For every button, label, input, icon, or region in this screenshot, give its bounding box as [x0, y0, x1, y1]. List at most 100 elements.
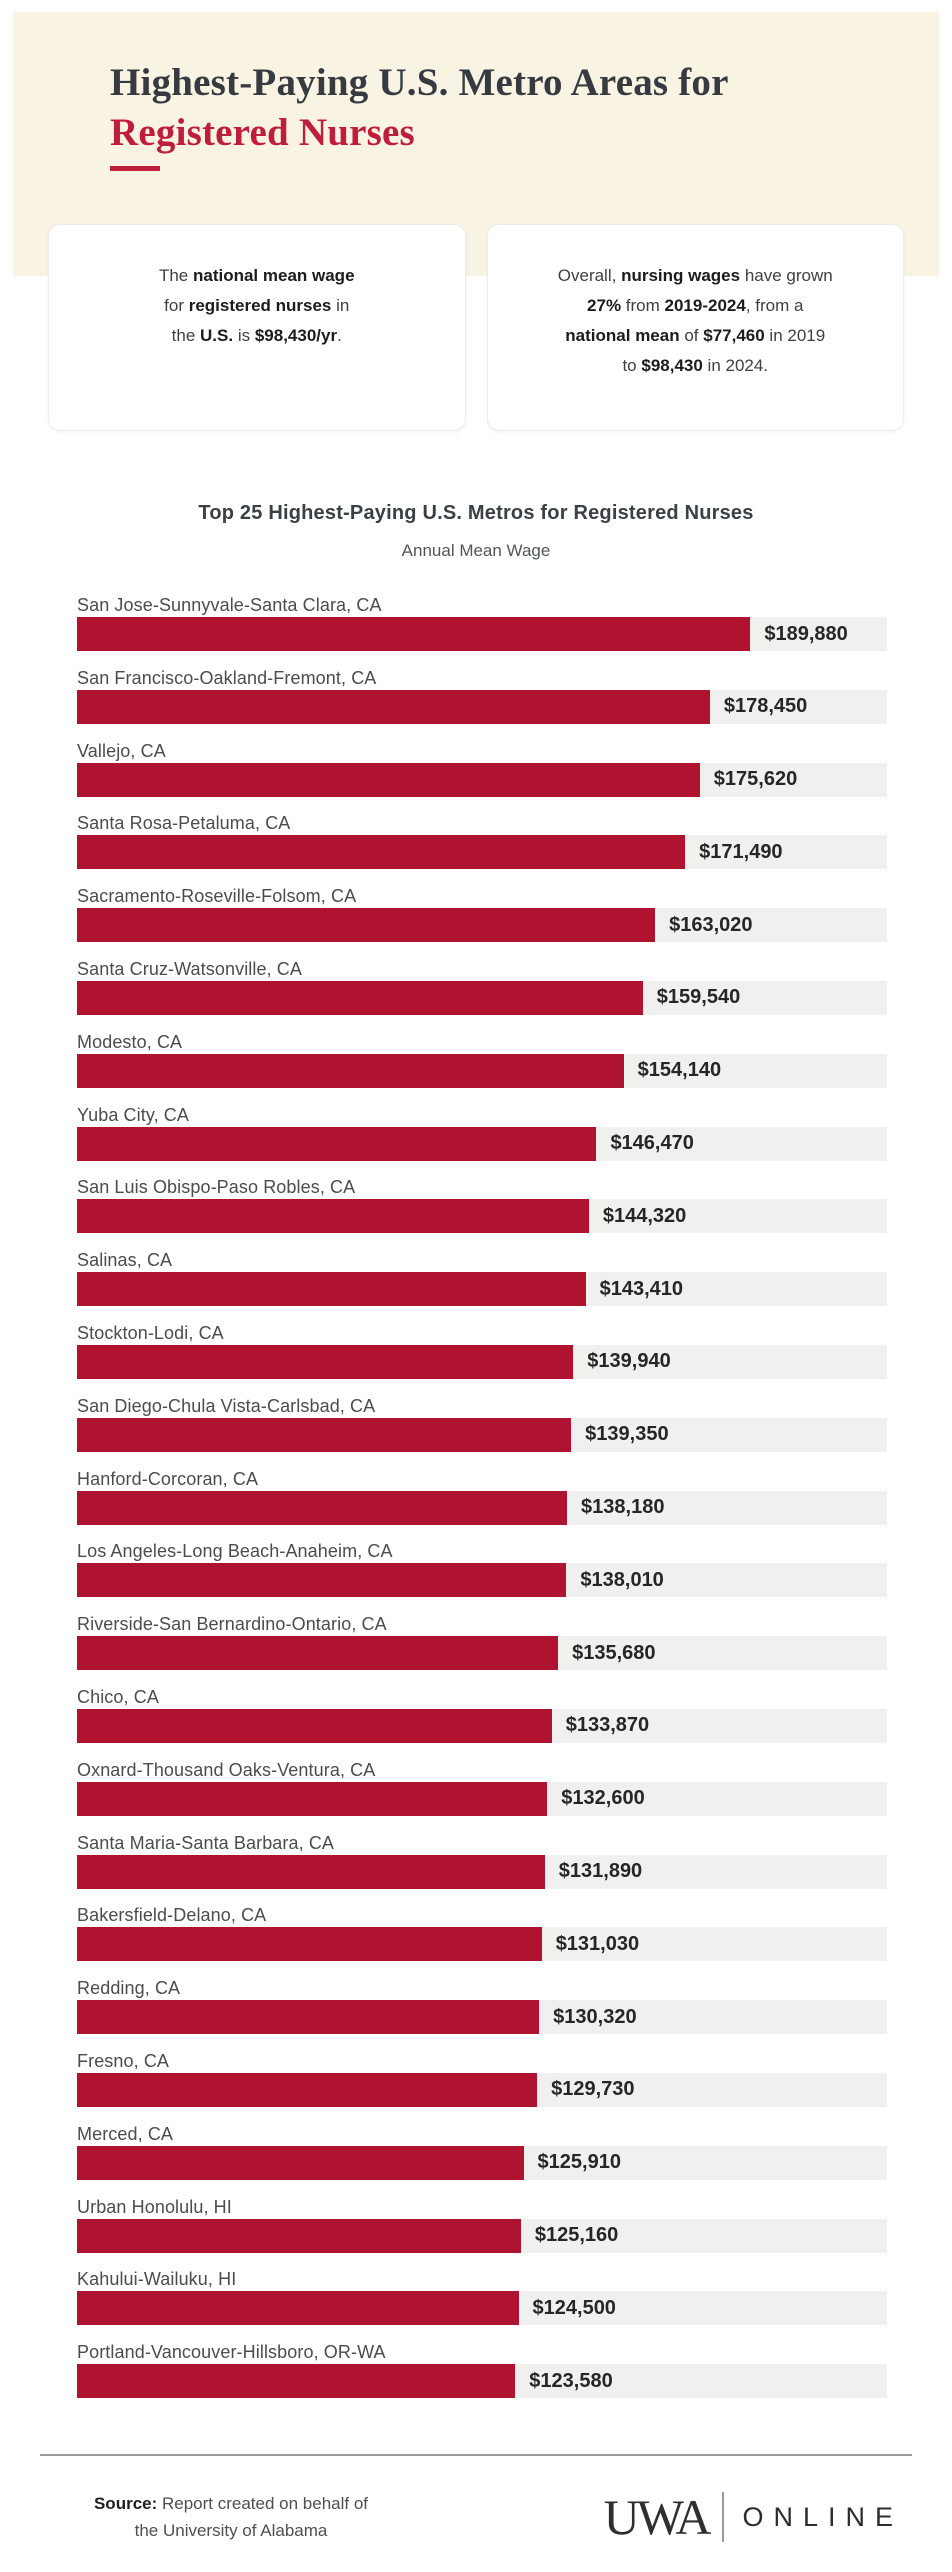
- bar-fill: [77, 1417, 572, 1452]
- bar-value: $144,320: [602, 1204, 687, 1227]
- metro-label: Chico, CA: [77, 1686, 159, 1707]
- stat-emphasis: $77,460: [703, 326, 765, 345]
- bar-track: $135,680: [77, 1636, 887, 1671]
- bar-track: $171,490: [77, 835, 887, 870]
- bar-value: $159,540: [656, 986, 741, 1009]
- stat-text: from: [621, 296, 665, 315]
- chart-row: Vallejo, CA $175,620: [77, 741, 887, 797]
- metro-label: San Jose-Sunnyvale-Santa Clara, CA: [77, 595, 382, 615]
- chart-row: Modesto, CA $154,140: [77, 1032, 887, 1088]
- metro-label: Fresno, CA: [77, 2050, 170, 2071]
- chart-row: Yuba City, CA $146,470: [77, 1105, 887, 1161]
- bar-value: $125,910: [537, 2151, 621, 2174]
- chart-row: Hanford-Corcoran, CA $138,180: [77, 1469, 887, 1525]
- bar-value: $175,620: [713, 768, 798, 791]
- bar-track: $129,730: [77, 2072, 887, 2107]
- stat-text: in 2024.: [702, 356, 769, 375]
- chart-row: Redding, CA $130,320: [77, 1978, 887, 2035]
- bar-fill: [77, 1053, 624, 1088]
- logo-online-text: ONLINE: [742, 2501, 903, 2532]
- bar-track: $124,500: [77, 2291, 887, 2326]
- chart-row: Portland-Vancouver-Hillsboro, OR-WA $123,…: [77, 2342, 887, 2399]
- bar-fill: [77, 1708, 552, 1743]
- metro-label: Sacramento-Roseville-Folsom, CA: [77, 886, 357, 907]
- footer-divider: [40, 2454, 912, 2457]
- bar-value: $138,010: [580, 1568, 664, 1591]
- bar-track: $154,140: [77, 1053, 887, 1088]
- stat-text: Overall,: [557, 266, 622, 285]
- bar-value: $129,730: [551, 2078, 635, 2101]
- bar-value: $139,940: [587, 1350, 671, 1373]
- stat-card-line: Overall, nursing wages have grown: [504, 261, 888, 291]
- bar-track: $123,580: [77, 2364, 887, 2399]
- chart-row: Oxnard-Thousand Oaks-Ventura, CA $132,600: [77, 1760, 887, 1816]
- chart-row: San Francisco-Oakland-Fremont, CA $178,45…: [77, 668, 887, 724]
- stat-emphasis: U.S.: [200, 326, 234, 345]
- stat-text: The: [158, 266, 193, 285]
- chart-row: Los Angeles-Long Beach-Anaheim, CA $138,0…: [77, 1541, 887, 1598]
- stat-text: for: [164, 296, 189, 315]
- bar-fill: [77, 1563, 567, 1598]
- bar-fill: [77, 1272, 586, 1307]
- bar-fill: [77, 835, 686, 870]
- bar-track: $132,600: [77, 1781, 887, 1816]
- chart-row: San Jose-Sunnyvale-Santa Clara, CA $189,8…: [77, 595, 887, 651]
- bar-fill: [77, 2072, 538, 2107]
- stat-text: is: [233, 326, 255, 345]
- chart-row: San Diego-Chula Vista-Carlsbad, CA $139,3…: [77, 1396, 887, 1452]
- bar-value: $123,580: [529, 2369, 613, 2392]
- bar-value: $133,870: [565, 1714, 650, 1737]
- bar-fill: [77, 1854, 545, 1889]
- bar-fill: [77, 980, 643, 1015]
- metro-label: Salinas, CA: [77, 1250, 173, 1271]
- chart-row: Chico, CA $133,870: [77, 1687, 887, 1743]
- bar-track: $163,020: [77, 908, 887, 943]
- bar-track: $139,350: [77, 1417, 887, 1452]
- stat-card-line: the U.S. is $98,430/yr.: [65, 321, 449, 351]
- metro-label: Kahului-Wailuku, HI: [77, 2269, 237, 2290]
- stat-emphasis: 27%: [587, 296, 622, 315]
- bar-track: $125,910: [77, 2145, 887, 2180]
- bar-value: $178,450: [723, 695, 808, 718]
- source-label: Source:: [93, 2494, 158, 2514]
- metro-label: Vallejo, CA: [77, 740, 166, 761]
- bar-track: $189,880: [77, 617, 887, 651]
- bar-track: $130,320: [77, 2000, 887, 2035]
- stat-emphasis: nursing wages: [621, 266, 741, 285]
- bar-value: $135,680: [572, 1641, 656, 1664]
- bar-value: $171,490: [699, 840, 783, 863]
- bar-fill: [77, 1126, 597, 1161]
- metro-label: Redding, CA: [77, 1978, 181, 1999]
- bar-track: $139,940: [77, 1344, 887, 1379]
- bar-track: $175,620: [77, 762, 887, 797]
- bar-track: $138,180: [77, 1490, 887, 1525]
- stat-card-line: national mean of $77,460 in 2019: [504, 321, 888, 351]
- chart-row: Kahului-Wailuku, HI $124,500: [77, 2269, 887, 2326]
- page-title-line2: Registered Nurses: [110, 111, 415, 154]
- bar-track: $178,450: [77, 689, 887, 724]
- bar-value: $138,180: [581, 1496, 665, 1519]
- bar-fill: [77, 1199, 589, 1234]
- bar-value: $189,880: [764, 622, 848, 645]
- bar-value: $130,320: [553, 2005, 637, 2028]
- metro-label: Hanford-Corcoran, CA: [77, 1468, 259, 1489]
- metro-label: Los Angeles-Long Beach-Anaheim, CA: [77, 1541, 393, 1562]
- bar-value: $132,600: [561, 1787, 645, 1810]
- stat-emphasis: registered nurses: [188, 296, 332, 315]
- stat-text: the: [171, 326, 201, 345]
- stat-card-line: for registered nurses in: [65, 291, 449, 321]
- chart-subtitle: Annual Mean Wage: [401, 541, 551, 560]
- bar-fill: [77, 1490, 568, 1525]
- stat-emphasis: national mean: [565, 326, 680, 345]
- stat-text: , from a: [745, 296, 804, 315]
- stat-emphasis: 2019-2024: [664, 296, 746, 315]
- uwa-online-logo: UWA ONLINE: [604, 2492, 903, 2543]
- metro-label: San Francisco-Oakland-Fremont, CA: [77, 667, 377, 688]
- bar-value: $163,020: [669, 913, 753, 936]
- bar-fill: [77, 2000, 540, 2035]
- source-line2: the University of Alabama: [134, 2521, 328, 2541]
- bar-track: $159,540: [77, 980, 887, 1015]
- metro-label: Riverside-San Bernardino-Ontario, CA: [77, 1614, 387, 1635]
- stat-text: to: [622, 356, 642, 375]
- bar-value: $131,890: [558, 1860, 643, 1883]
